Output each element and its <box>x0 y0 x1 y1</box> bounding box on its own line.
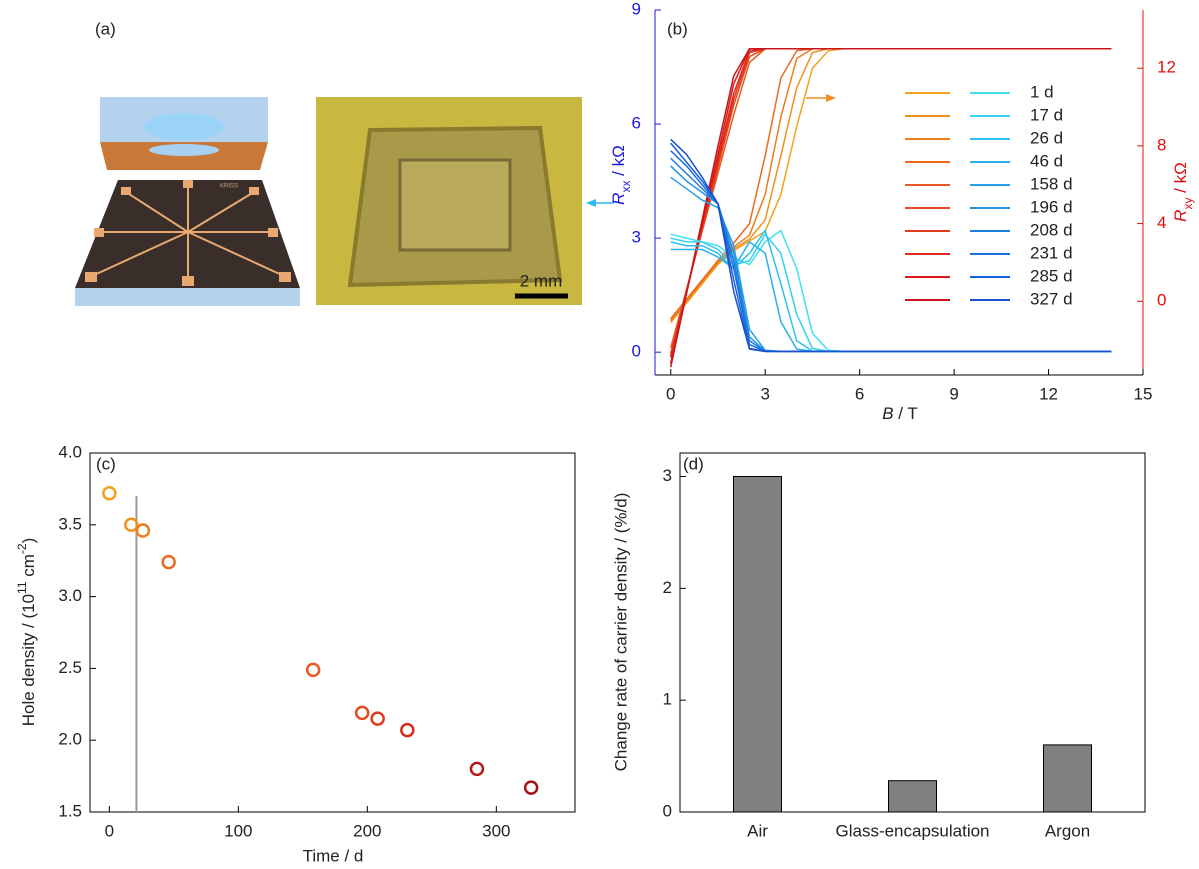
y2-tick-label: 0 <box>1157 291 1166 310</box>
point <box>356 707 368 719</box>
x-tick-label: 3 <box>760 384 769 403</box>
y-tick-label: 6 <box>632 114 641 133</box>
axis-label-part: B <box>882 404 893 423</box>
axis-label-part: R <box>609 193 628 205</box>
legend-label: 26 d <box>1030 128 1063 147</box>
point <box>372 713 384 725</box>
legend-label: 46 d <box>1030 151 1063 170</box>
y-tick-label: 3 <box>663 466 672 485</box>
axis-label-part: / T <box>894 404 918 423</box>
photo-cavity <box>400 160 510 250</box>
panel-a: (a) KRISS 2 mm <box>75 19 582 306</box>
chip-base <box>75 288 300 306</box>
axis-label-part: R <box>1171 210 1190 222</box>
bar <box>734 476 782 812</box>
axis-label-part: xx <box>619 181 633 193</box>
axis-label-part: 11 <box>15 581 29 594</box>
y-tick-label: 9 <box>632 0 641 18</box>
legend-label: 208 d <box>1030 220 1073 239</box>
axis-label-part: cm <box>19 554 38 581</box>
x-tick-label: 0 <box>105 821 114 840</box>
axis-label-part: Hole density / (10 <box>19 594 38 726</box>
x-tick-label: Argon <box>1045 821 1090 840</box>
point <box>525 782 537 794</box>
spacer-hole <box>149 144 219 156</box>
plot-frame <box>90 453 575 812</box>
y-tick-label: 3.0 <box>58 586 82 605</box>
point <box>103 487 115 499</box>
panel-label: (b) <box>667 19 688 38</box>
point <box>137 525 149 537</box>
y2-tick-label: 4 <box>1157 213 1166 232</box>
panel-label: (a) <box>95 19 116 38</box>
x-tick-label: 15 <box>1134 384 1153 403</box>
axis-label: Change rate of carrier density / (%/d) <box>611 493 630 772</box>
x-tick-label: 100 <box>224 821 252 840</box>
x-tick-label: Glass-encapsulation <box>835 821 989 840</box>
y-tick-label: 2 <box>663 578 672 597</box>
figure: (a) KRISS 2 mm 03691215036904812B / TRxx… <box>0 0 1199 869</box>
axis-label-part: ) <box>19 538 38 544</box>
y-tick-label: 2.0 <box>58 730 82 749</box>
x-tick-label: 9 <box>949 384 958 403</box>
y-tick-label: 0 <box>663 801 672 820</box>
y-tick-label: 2.5 <box>58 658 82 677</box>
scale-bar-label: 2 mm <box>520 271 563 290</box>
axis-label: Time / d <box>303 846 364 865</box>
axis-label: Rxx / kΩ <box>609 145 633 205</box>
bar <box>1044 745 1092 812</box>
legend-label: 196 d <box>1030 197 1073 216</box>
point <box>471 763 483 775</box>
x-tick-label: 6 <box>855 384 864 403</box>
y-tick-label: 1.5 <box>58 801 82 820</box>
panel-label: (d) <box>683 454 704 473</box>
axis-label: Hole density / (1011 cm-2) <box>15 538 38 727</box>
legend-label: 1 d <box>1030 82 1054 101</box>
axis-label-part: / kΩ <box>1171 162 1190 197</box>
y2-tick-label: 12 <box>1157 58 1176 77</box>
axis-label: B / T <box>882 404 918 423</box>
y-tick-label: 4.0 <box>58 442 82 461</box>
x-tick-label: 300 <box>482 821 510 840</box>
legend-label: 285 d <box>1030 266 1073 285</box>
x-tick-label: 12 <box>1039 384 1058 403</box>
y-tick-label: 3.5 <box>58 514 82 533</box>
point <box>401 724 413 736</box>
legend-label: 158 d <box>1030 174 1073 193</box>
axis-label-part: / kΩ <box>609 145 628 180</box>
y-tick-label: 3 <box>632 228 641 247</box>
legend-label: 327 d <box>1030 289 1073 308</box>
x-tick-label: 0 <box>666 384 675 403</box>
y-tick-label: 1 <box>663 690 672 709</box>
chip-text: KRISS <box>220 184 238 190</box>
bar <box>889 781 937 812</box>
y2-tick-label: 8 <box>1157 135 1166 154</box>
y-tick-label: 0 <box>632 342 641 361</box>
lid-window <box>144 113 224 141</box>
x-tick-label: 200 <box>353 821 381 840</box>
axis-label-part: -2 <box>15 543 29 554</box>
axis-label-part: xy <box>1181 198 1195 210</box>
panel-label: (c) <box>96 454 116 473</box>
point <box>163 556 175 568</box>
point <box>307 664 319 676</box>
axis-label: Rxy / kΩ <box>1171 162 1195 222</box>
legend-label: 17 d <box>1030 105 1063 124</box>
x-tick-label: Air <box>747 821 768 840</box>
legend-label: 231 d <box>1030 243 1073 262</box>
